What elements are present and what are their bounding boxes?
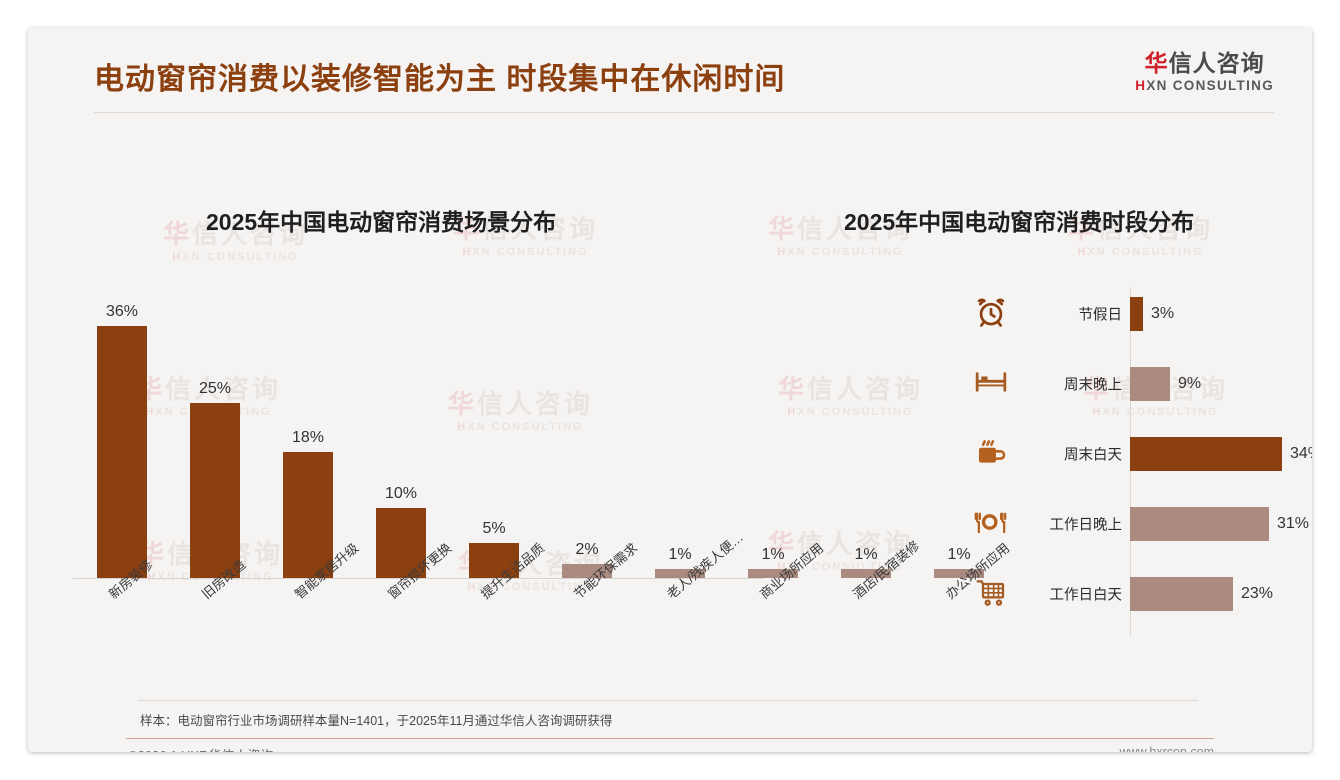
bar-value-label: 2% [575, 541, 599, 558]
slide-header: 电动窗帘消费以装修智能为主 时段集中在休闲时间 华信人咨询 HXN CONSUL… [28, 28, 1312, 120]
website-link[interactable]: www.hxrcon.com [1119, 745, 1214, 752]
time-row: 周末晚上 9% [958, 353, 1288, 415]
logo-en-rest: XN CONSULTING [1146, 78, 1274, 94]
bar-group: 5% [462, 513, 526, 578]
logo-accent-char: 华 [1144, 50, 1169, 76]
logo-en-accent: H [1135, 78, 1147, 94]
bed-icon [970, 361, 1012, 403]
bar[interactable] [376, 508, 426, 578]
alarm-clock-icon [970, 291, 1012, 333]
chart-title-scene: 2025年中国电动窗帘消费场景分布 [206, 209, 557, 235]
time-row: 节假日 3% [958, 283, 1288, 345]
bar-group: 25% [183, 373, 247, 578]
bar-value-label: 10% [384, 485, 418, 502]
time-row: 周末白天 34% [958, 423, 1312, 485]
bar-value-label: 36% [105, 303, 139, 320]
bar[interactable] [1130, 297, 1143, 331]
y-axis-label: 工作日晚上 [1049, 517, 1123, 534]
time-distribution-chart: 节假日 3% 周末晚上 9% 周末白天 34% 工作日晚上 31% 工作日白天 23% [958, 283, 1312, 663]
bar[interactable] [1130, 577, 1233, 611]
y-axis-label: 周末白天 [1064, 447, 1122, 464]
bar-value-label: 25% [198, 380, 232, 397]
logo-english-text: HXN CONSULTING [1135, 78, 1274, 93]
bar[interactable] [1130, 437, 1282, 471]
logo-chinese-text: 华信人咨询 [1135, 50, 1274, 76]
time-row: 工作日晚上 31% [958, 493, 1309, 555]
bar[interactable] [934, 569, 984, 578]
bar-group: 2% [555, 534, 619, 578]
bar-group: 36% [90, 296, 154, 578]
y-axis-label: 工作日白天 [1049, 587, 1123, 604]
bar-group: 1% [927, 539, 991, 578]
bar-group: 1% [648, 539, 712, 578]
bar[interactable] [97, 326, 147, 578]
bar-value-label: 1% [761, 546, 785, 563]
bar[interactable] [1130, 367, 1170, 401]
coffee-cup-icon [970, 431, 1012, 473]
chart-title-time: 2025年中国电动窗帘消费时段分布 [844, 209, 1195, 235]
bar-value-label: 5% [482, 520, 506, 537]
x-axis-line [73, 578, 763, 579]
bar-value-label: 1% [947, 546, 971, 563]
bar[interactable] [841, 569, 891, 578]
header-divider [94, 112, 1274, 113]
bar[interactable] [190, 403, 240, 578]
bar-value-label: 1% [668, 546, 692, 563]
y-axis-label: 周末晚上 [1064, 377, 1122, 394]
bar-group: 18% [276, 422, 340, 578]
time-row: 工作日白天 23% [958, 563, 1288, 625]
footer-divider [126, 738, 1214, 739]
footnote-divider [138, 700, 1198, 701]
bar-group: 10% [369, 478, 433, 578]
bar[interactable] [748, 569, 798, 578]
company-logo: 华信人咨询 HXN CONSULTING [1135, 50, 1274, 93]
slide-canvas: 华信人咨询 HXN CONSULTING 华信人咨询 HXN CONSULTING … [28, 28, 1312, 752]
shopping-cart-icon [970, 571, 1012, 613]
copyright-text: ©2026.1 HXR华信人咨询 [128, 745, 273, 752]
bar[interactable] [283, 452, 333, 578]
dining-icon [970, 501, 1012, 543]
sample-footnote: 样本：电动窗帘行业市场调研样本量N=1401，于2025年11月通过华信人咨询调… [140, 714, 613, 728]
bar-group: 1% [741, 539, 805, 578]
bar[interactable] [655, 569, 705, 578]
y-axis-label: 节假日 [1078, 307, 1123, 324]
bar-value-label: 34% [1290, 445, 1312, 462]
logo-rest-chars: 信人咨询 [1168, 50, 1265, 76]
bar-value-label: 3% [1151, 305, 1175, 322]
bar[interactable] [1130, 507, 1269, 541]
bar-value-label: 1% [854, 546, 878, 563]
scene-distribution-chart: 36% 25% 18% 10% 5% 2% 1% 1% 1% 1% 新房装修 旧房改造 智能家居升级窗… [68, 278, 1012, 678]
bar-value-label: 9% [1178, 375, 1202, 392]
page-title: 电动窗帘消费以装修智能为主 时段集中在休闲时间 [94, 63, 786, 96]
bar[interactable] [562, 564, 612, 578]
bar-value-label: 23% [1241, 585, 1274, 602]
bar[interactable] [469, 543, 519, 578]
bar-group: 1% [834, 539, 898, 578]
bar-value-label: 31% [1277, 515, 1310, 532]
bar-value-label: 18% [291, 429, 325, 446]
